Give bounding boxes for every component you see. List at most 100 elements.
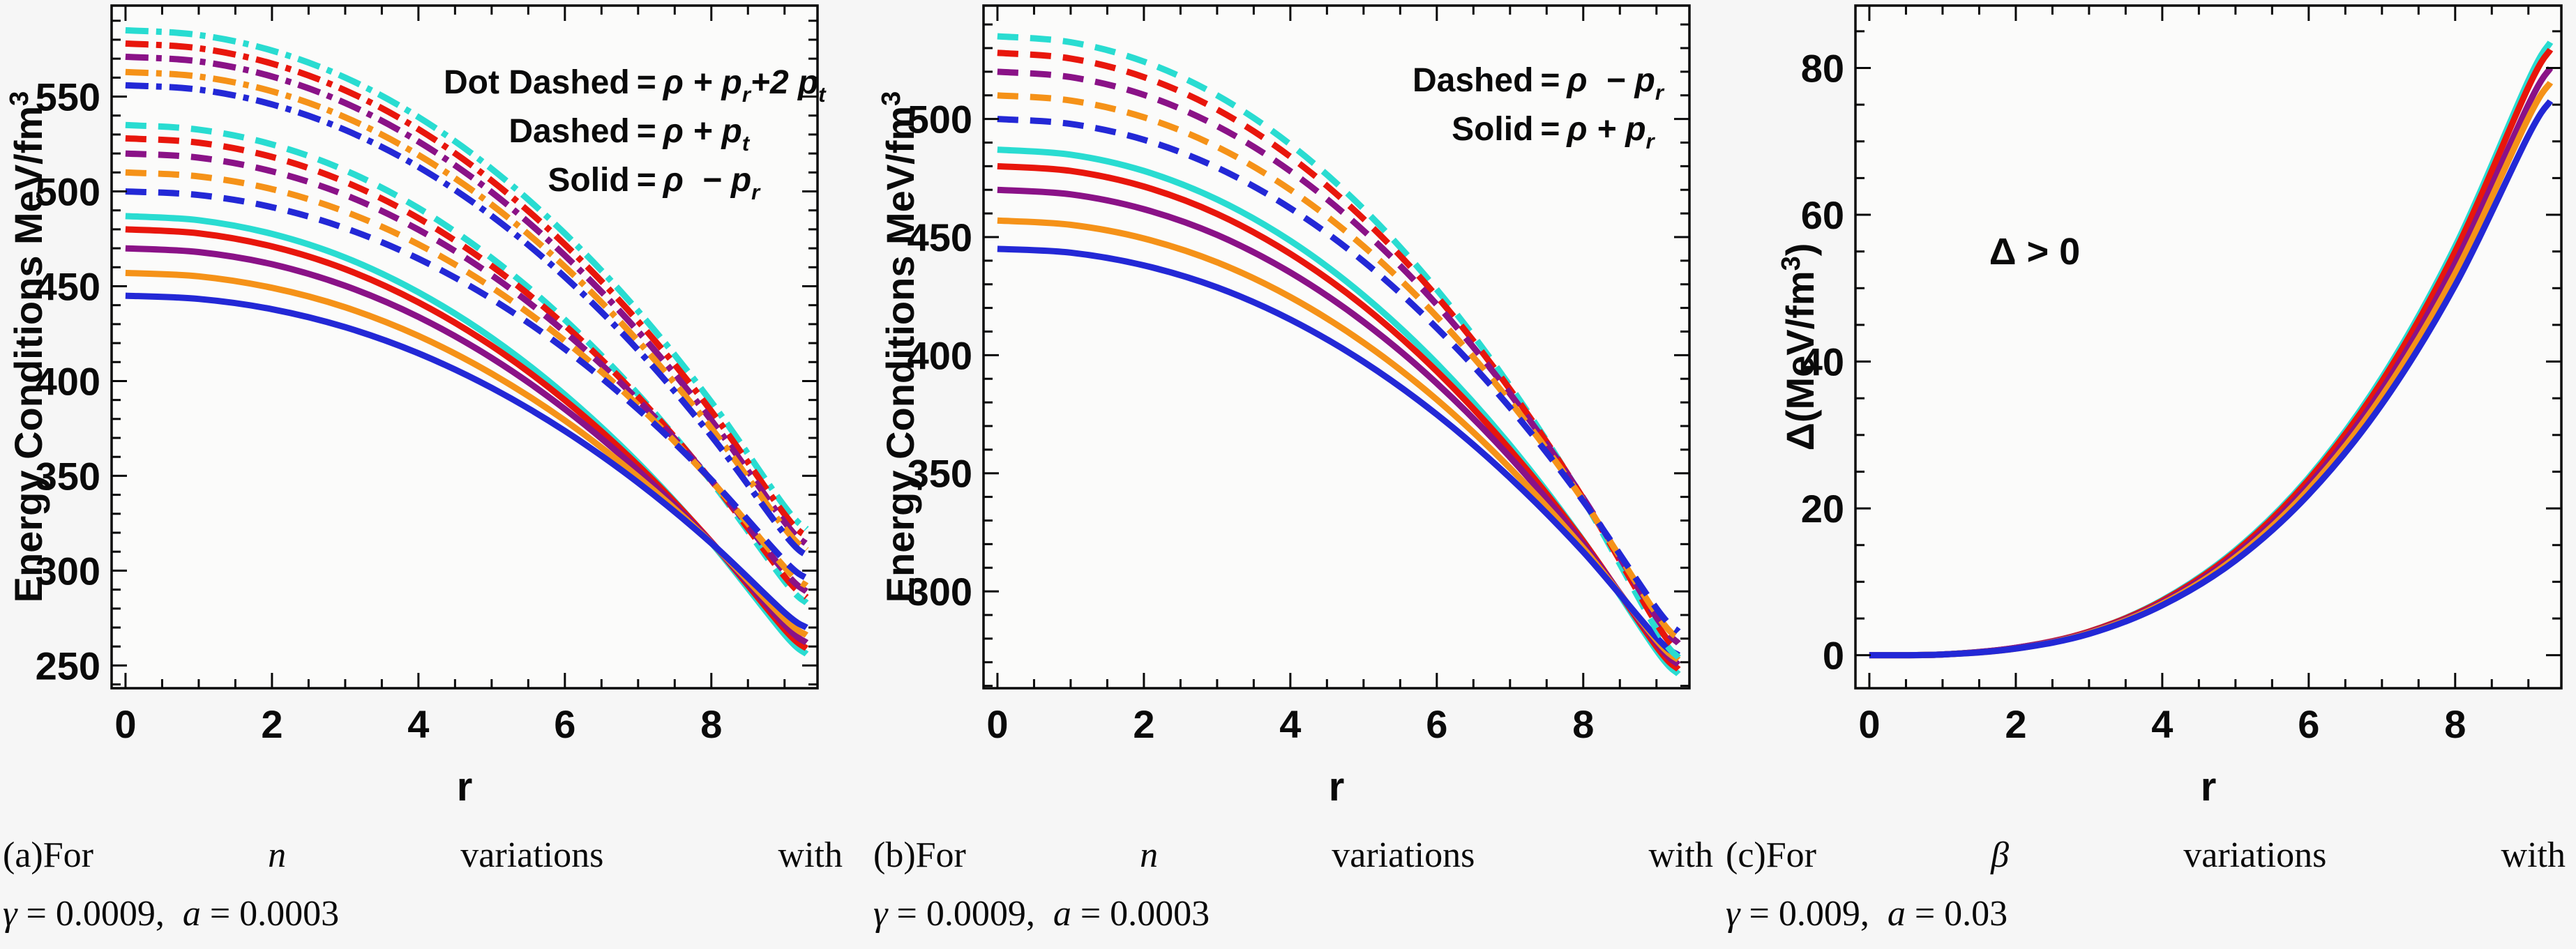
caption-panel-b: (b)For n variations with γ = 0.0009, a = 0.0… <box>873 834 1713 936</box>
x-axis-title: r <box>2201 764 2217 810</box>
formula-text: ρ − <box>1567 62 1635 99</box>
curve-c-delta-blue <box>1869 99 2554 659</box>
y-tick-label: 20 <box>1801 487 1844 531</box>
legend-formula: ρ − pr <box>1567 64 1664 113</box>
curve-a-dotdashed-purple <box>125 53 809 547</box>
caption-panel-a: (a)For n variations with γ = 0.0009, a = 0.0… <box>3 834 843 936</box>
legend-row: Solid = ρ − pr <box>444 164 826 213</box>
y-tick-label: 550 <box>36 75 100 119</box>
legend-style-label: Solid <box>548 162 630 199</box>
y-axis-title: Energy Conditions MeV/fm3 <box>5 91 50 603</box>
formula-text: +2 <box>750 64 798 101</box>
y-tick-label: 500 <box>36 170 100 214</box>
y-tick-label: 350 <box>36 454 100 498</box>
formula-subscript: t <box>741 131 750 155</box>
x-tick-label: 2 <box>2005 702 2026 746</box>
plot-frame <box>1854 4 2563 690</box>
y-tick-label: 300 <box>907 570 972 614</box>
y-axis-title: Energy Conditions MeV/fm3 <box>877 91 922 603</box>
caption-line1: (b)For n variations with <box>873 834 1713 877</box>
legend-equals: = <box>636 64 656 101</box>
legend-equals: = <box>636 162 656 199</box>
y-tick-label: 80 <box>1801 46 1844 90</box>
plot-area <box>112 6 818 688</box>
curve-a-solid-blue <box>125 292 808 630</box>
formula-symbol: p <box>730 162 752 199</box>
curve-b-dashed-orange <box>997 92 1681 641</box>
legend-row: Dashed = ρ + pt <box>444 115 826 164</box>
x-tick-label: 2 <box>261 702 283 746</box>
curve-a-dotdashed-cyan <box>125 26 809 531</box>
caption-line2: γ = 0.0009, a = 0.0003 <box>3 893 843 936</box>
formula-text: ρ + <box>1567 111 1626 148</box>
caption-token: γ <box>1726 894 1740 934</box>
y-axis-title: Δ(MeV/fm3) <box>1777 243 1822 451</box>
panel-b: 0 2 4 6 8 300 350 400 450 500 r Energy Conditions M… <box>877 4 1691 810</box>
formula-text: ρ − <box>663 162 731 199</box>
caption-token: = 0.0009, <box>17 894 183 934</box>
x-tick-label: 0 <box>114 702 136 746</box>
x-tick-label: 0 <box>1858 702 1880 746</box>
formula-symbol: p <box>1634 62 1655 99</box>
x-tick-label: 6 <box>2298 702 2319 746</box>
plot-frame <box>982 4 1691 690</box>
caption-token: = 0.009, <box>1740 894 1888 934</box>
y-tick-label: 450 <box>36 264 100 308</box>
caption-token: = 0.0003 <box>1071 894 1210 934</box>
caption-word: (a)For <box>3 835 93 875</box>
curve-a-dashed-orange <box>125 169 809 589</box>
caption-line1: (c)For β variations with <box>1726 834 2566 877</box>
formula-symbol: p <box>721 113 742 150</box>
caption-line1: (a)For n variations with <box>3 834 843 877</box>
legend-equals: = <box>1540 62 1560 99</box>
legend-style-label: Dashed <box>509 113 630 150</box>
x-axis-title: r <box>457 764 473 810</box>
y-tick-label: 350 <box>907 452 972 496</box>
curve-b-dashed-blue <box>997 116 1681 635</box>
legend-table: Dashed = ρ − pr Solid = ρ + pr <box>1413 64 1664 162</box>
x-tick-label: 4 <box>407 702 429 746</box>
caption-word: β <box>1991 835 2010 875</box>
y-tick-label: 0 <box>1823 634 1844 678</box>
legend-panel-b: Dashed = ρ − pr Solid = ρ + pr <box>1413 64 1664 162</box>
caption-panel-c: (c)For β variations with γ = 0.009, a = 0.03 <box>1726 834 2566 936</box>
formula-subscript: t <box>818 82 826 107</box>
x-tick-label: 0 <box>986 702 1008 746</box>
caption-word: (b)For <box>873 835 966 875</box>
plot-frame <box>110 4 819 690</box>
caption-token: γ <box>873 894 888 934</box>
legend-row: Dot Dashed = ρ + pr+2 pt <box>444 66 826 115</box>
x-tick-label: 8 <box>1572 702 1594 746</box>
x-tick-label: 4 <box>1279 702 1301 746</box>
curve-b-solid-blue <box>997 245 1681 658</box>
formula-symbol: p <box>797 64 819 101</box>
caption-token: a <box>182 894 201 934</box>
caption-token: γ <box>3 894 17 934</box>
caption-word: n <box>268 835 287 875</box>
caption-token: = 0.0003 <box>200 894 340 934</box>
caption-word: variations <box>460 835 604 875</box>
legend-style-label: Solid <box>1452 111 1534 148</box>
formula-symbol: p <box>1625 111 1646 148</box>
y-tick-label: 450 <box>907 215 972 259</box>
legend-table: Dot Dashed = ρ + pr+2 pt Dashed = ρ + pt Solid… <box>444 66 826 213</box>
x-tick-label: 8 <box>2444 702 2466 746</box>
formula-subscript: r <box>1645 129 1655 153</box>
legend-row: Solid = ρ + pr <box>1413 113 1664 162</box>
legend-panel-a: Dot Dashed = ρ + pr+2 pt Dashed = ρ + pt Solid… <box>444 66 826 213</box>
caption-word: variations <box>2183 835 2327 875</box>
y-tick-label: 60 <box>1801 193 1844 237</box>
delta-positive-annotation: Δ > 0 <box>1989 231 2081 273</box>
x-tick-label: 6 <box>1426 702 1447 746</box>
caption-word: variations <box>1332 835 1475 875</box>
legend-formula: ρ − pr <box>663 164 826 213</box>
caption-word: (c)For <box>1726 835 1816 875</box>
panel-a: 0 2 4 6 8 250 300 350 400 450 500 550 r Energy Condit… <box>5 4 819 810</box>
x-tick-label: 4 <box>2151 702 2173 746</box>
curve-a-dotdashed-orange <box>125 68 809 552</box>
caption-token: = 0.0009, <box>887 894 1053 934</box>
legend-equals: = <box>1540 111 1560 148</box>
y-tick-label: 250 <box>36 644 100 688</box>
